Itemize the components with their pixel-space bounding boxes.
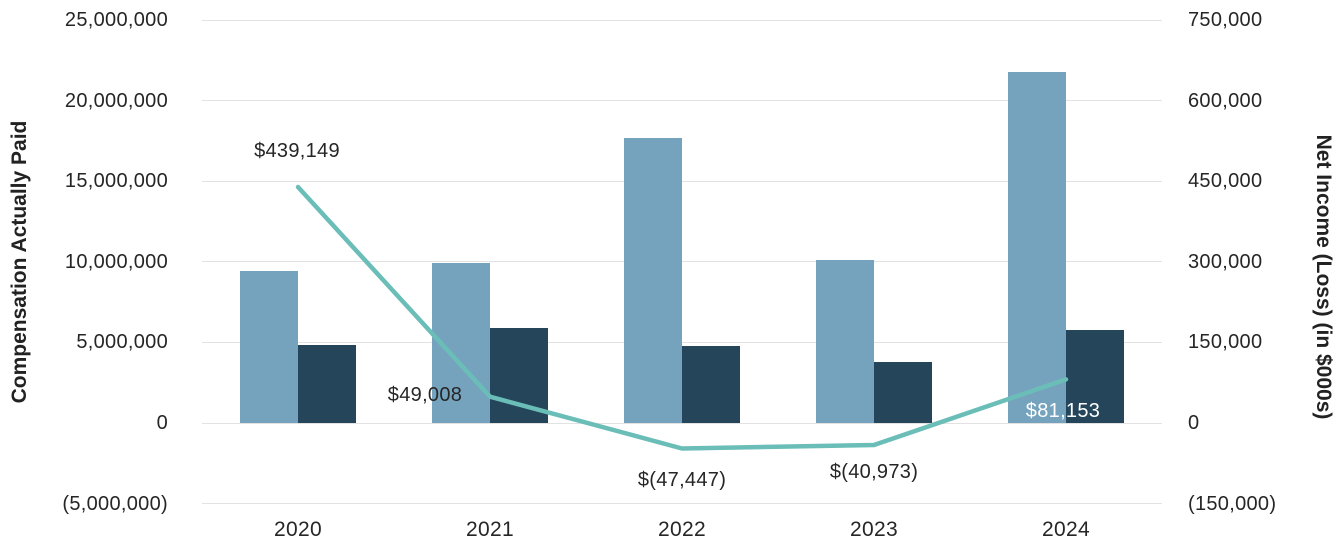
line-data-label-2020: $439,149 — [254, 140, 340, 163]
gridline — [202, 100, 1162, 102]
line-data-label-2024: $81,153 — [1025, 400, 1101, 423]
right-axis-tick-label: 0 — [1188, 412, 1200, 434]
gridline — [202, 19, 1162, 21]
left-axis-tick-label: (5,000,000) — [62, 492, 168, 515]
right-axis-tick-label: 150,000 — [1188, 331, 1263, 354]
line-data-label-2023: $(40,973) — [829, 461, 919, 484]
gridline — [202, 261, 1162, 263]
category-label-2022: 2022 — [658, 518, 706, 541]
gridline — [202, 422, 1162, 424]
category-label-2023: 2023 — [850, 518, 898, 541]
bar-compensation-bar-1-2023 — [816, 260, 874, 423]
left-axis-tick-label: 5,000,000 — [76, 331, 168, 354]
left-axis-tick-label: 20,000,000 — [64, 89, 168, 112]
bar-compensation-bar-2-2024 — [1066, 329, 1124, 423]
right-axis-tick-label: 450,000 — [1188, 170, 1263, 193]
left-axis-tick-label: 15,000,000 — [64, 170, 168, 193]
left-axis-tick-label: 0 — [156, 412, 168, 434]
bar-compensation-bar-1-2022 — [624, 137, 682, 423]
bar-compensation-bar-1-2024 — [1008, 71, 1066, 423]
right-axis-tick-label: 300,000 — [1188, 250, 1263, 273]
gridline — [202, 503, 1162, 505]
bar-compensation-bar-2-2023 — [874, 361, 932, 423]
gridline — [202, 180, 1162, 182]
category-label-2021: 2021 — [466, 518, 514, 541]
left-axis-tick-label: 25,000,000 — [64, 9, 168, 31]
line-data-label-2021: $49,008 — [387, 383, 463, 406]
right-axis-tick-label: 750,000 — [1188, 9, 1263, 31]
left-axis-tick-label: 10,000,000 — [64, 250, 168, 273]
line-data-label-2022: $(47,447) — [637, 469, 727, 492]
right-axis-tick-label: 600,000 — [1188, 89, 1263, 112]
bar-compensation-bar-2-2020 — [298, 344, 356, 423]
right-axis-tick-label: (150,000) — [1188, 492, 1277, 515]
category-label-2024: 2024 — [1042, 518, 1090, 541]
bar-compensation-bar-2-2022 — [682, 346, 740, 423]
category-label-2020: 2020 — [274, 518, 322, 541]
bar-compensation-bar-1-2020 — [240, 271, 298, 423]
gridline — [202, 341, 1162, 343]
bar-compensation-bar-2-2021 — [490, 327, 548, 423]
